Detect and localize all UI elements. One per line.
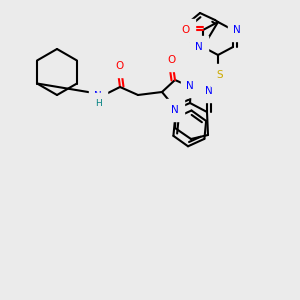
Text: N: N xyxy=(195,42,203,52)
Text: H: H xyxy=(94,98,101,107)
Text: S: S xyxy=(217,70,223,80)
Text: N: N xyxy=(94,91,102,101)
Text: N: N xyxy=(186,81,194,91)
Text: O: O xyxy=(181,25,189,35)
Text: O: O xyxy=(116,61,124,71)
Text: N: N xyxy=(171,105,179,115)
Text: N: N xyxy=(205,86,213,96)
Text: O: O xyxy=(167,55,175,65)
Text: N: N xyxy=(233,25,241,35)
